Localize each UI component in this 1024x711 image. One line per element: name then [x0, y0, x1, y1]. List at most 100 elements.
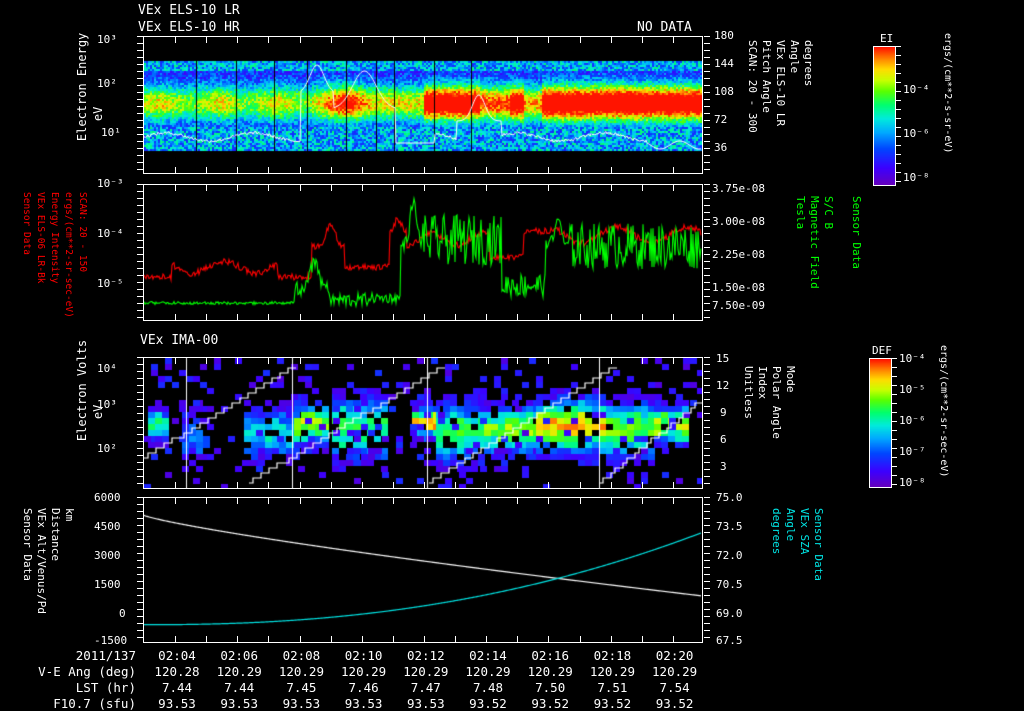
panel3-right-label-3: Unitless: [742, 366, 755, 419]
panel4-line-canvas: [144, 498, 702, 642]
row-f107-cell: 93.52: [593, 696, 632, 711]
x-tick: [331, 37, 332, 43]
row-ve-ang-cell: 120.29: [589, 664, 635, 679]
x-tick: [206, 167, 207, 173]
panel1-right-label-3: degrees: [802, 40, 815, 87]
x-tick: [548, 167, 549, 173]
x-tick: [517, 482, 518, 488]
x-tick: [673, 482, 674, 488]
panel2-left-minor-ticks: [137, 184, 143, 321]
x-tick: [362, 37, 363, 43]
x-tick: [393, 498, 394, 504]
panel3-ytick-1: 10³: [97, 398, 117, 411]
panel4-left-label-2: Distance: [49, 508, 62, 561]
x-tick: [642, 314, 643, 320]
x-tick: [237, 37, 238, 43]
x-tick: [175, 482, 176, 488]
row-ve-ang-cell: 120.29: [527, 664, 573, 679]
x-tick: [455, 167, 456, 173]
panel4-right-tick-1: 73.5: [716, 520, 743, 533]
x-tick: [580, 498, 581, 504]
colorbar2-title: DEF: [872, 344, 892, 357]
x-tick: [486, 167, 487, 173]
x-tick: [455, 482, 456, 488]
x-tick: [237, 498, 238, 504]
x-tick: [424, 482, 425, 488]
panel2-right-tick-0: 3.75e-08: [712, 182, 765, 195]
panel1-ytick-0: 10³: [97, 33, 117, 46]
x-tick: [548, 314, 549, 320]
panel3-right-tick-0: 15: [716, 352, 730, 365]
panel1-ytick-2: 10¹: [101, 126, 121, 139]
x-tick: [237, 358, 238, 364]
panel2-left-label-2: Energy Intensity: [49, 192, 60, 284]
x-tick: [548, 636, 549, 642]
panel2-right-tick-3: 1.50e-08: [712, 281, 765, 294]
panel4-right-tick-4: 69.0: [716, 607, 743, 620]
panel3-right-tick-3: 6: [720, 433, 727, 446]
x-tick: [517, 314, 518, 320]
x-tick: [517, 167, 518, 173]
colorbar1-gradient: [874, 47, 895, 185]
panel4-ytick-2: 3000: [94, 549, 121, 562]
row-f107-cell: 93.52: [531, 696, 569, 711]
panel2-ytick-2: 10⁻⁵: [97, 277, 124, 290]
x-tick: [300, 482, 301, 488]
x-tick: [175, 636, 176, 642]
x-tick: [611, 636, 612, 642]
x-tick: [642, 636, 643, 642]
x-tick: [611, 167, 612, 173]
x-tick: [362, 185, 363, 191]
x-tick: [455, 498, 456, 504]
row-f107-cell: 93.53: [406, 696, 445, 711]
row-time-cell: 02:06: [220, 648, 258, 663]
panel2-right-label-2: Magnetic Field: [808, 196, 821, 289]
x-tick: [424, 167, 425, 173]
panel1-right-tick-2: 108: [714, 85, 734, 98]
x-tick: [611, 37, 612, 43]
panel2-right-tick-2: 2.25e-08: [712, 248, 765, 261]
colorbar1-ticks: [896, 46, 901, 186]
x-tick: [393, 636, 394, 642]
x-tick: [580, 185, 581, 191]
x-tick: [237, 482, 238, 488]
x-tick: [517, 185, 518, 191]
x-tick: [611, 498, 612, 504]
x-tick: [580, 358, 581, 364]
x-tick: [237, 185, 238, 191]
x-tick: [300, 314, 301, 320]
panel2-left-label-4: SCAN: 20 - 150: [77, 192, 88, 273]
panel2-left-label-0: Sensor Data: [21, 192, 32, 255]
colorbar2-tick-0: 10⁻⁴: [899, 352, 926, 365]
x-tick: [455, 314, 456, 320]
panel1-right-label-1: VEx ELS-10 LR: [774, 40, 787, 127]
panel3-right-label-1: Polar Angle: [770, 366, 783, 439]
panel3-title: VEx IMA-00: [140, 333, 219, 348]
row-f107-cell: 93.52: [655, 696, 694, 711]
panel1-right-tick-1: 144: [714, 57, 734, 70]
row-lst-cell: 7.51: [597, 680, 628, 695]
panel3-ytick-2: 10²: [97, 442, 117, 455]
x-tick: [362, 498, 363, 504]
x-tick: [331, 185, 332, 191]
x-tick: [268, 314, 269, 320]
x-tick: [362, 636, 363, 642]
row-lst-cell: 7.46: [348, 680, 379, 695]
x-tick: [424, 185, 425, 191]
x-tick: [455, 37, 456, 43]
x-tick: [580, 167, 581, 173]
panel4-ytick-5: -1500: [94, 634, 128, 647]
x-tick: [517, 498, 518, 504]
x-tick: [580, 636, 581, 642]
panel1-left-axis-line2: eV: [91, 106, 105, 122]
panel1-right-tick-3: 72: [714, 113, 728, 126]
row-ve-ang-cell: 120.29: [216, 664, 262, 679]
colorbar2-units: ergs/(cm**2-sr-sec-eV): [938, 345, 949, 478]
x-tick: [175, 37, 176, 43]
panel3-ytick-0: 10⁴: [97, 362, 117, 375]
panel4-left-minor-ticks: [137, 497, 143, 643]
x-tick: [673, 498, 674, 504]
panel3-right-minor-ticks: [704, 357, 710, 489]
x-tick: [268, 498, 269, 504]
x-tick: [424, 37, 425, 43]
